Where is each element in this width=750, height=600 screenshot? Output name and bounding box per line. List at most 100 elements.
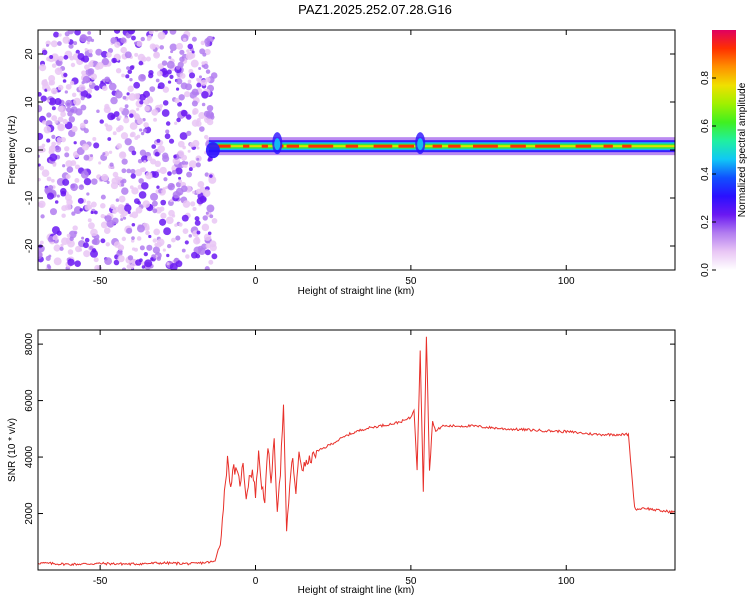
noise-blob	[67, 249, 74, 255]
noise-blob	[83, 177, 92, 186]
noise-blob	[129, 132, 134, 138]
noise-blob	[192, 190, 196, 194]
noise-blob	[54, 120, 58, 124]
y-tick-label: 20	[24, 48, 35, 60]
noise-blob	[86, 41, 90, 45]
noise-blob	[126, 92, 130, 96]
noise-blob	[61, 237, 69, 245]
noise-blob	[121, 73, 125, 78]
noise-blob	[91, 178, 98, 185]
noise-blob	[178, 179, 183, 184]
noise-blob	[84, 237, 90, 243]
noise-blob	[142, 200, 151, 208]
noise-blob	[190, 201, 196, 207]
noise-blob	[54, 67, 63, 75]
noise-blob	[121, 236, 127, 242]
noise-blob	[117, 204, 125, 211]
noise-blob	[206, 104, 214, 112]
signal-hot-segment	[261, 144, 268, 148]
noise-blob	[108, 81, 113, 85]
noise-blob	[87, 68, 95, 75]
noise-blob	[163, 177, 168, 182]
noise-blob	[185, 114, 192, 120]
noise-blob	[141, 182, 149, 190]
colorbar-ticks: 0.0 0.2 0.4 0.6 0.8	[700, 71, 716, 277]
noise-blob	[143, 160, 147, 164]
noise-blob	[175, 235, 181, 241]
noise-blob	[167, 243, 172, 249]
noise-blob	[100, 194, 106, 200]
noise-blob	[100, 213, 105, 219]
noise-blob	[122, 95, 127, 100]
noise-blob	[161, 109, 170, 117]
noise-blob	[119, 151, 126, 158]
noise-blob	[204, 172, 209, 177]
noise-blob	[161, 189, 165, 194]
noise-blob	[154, 151, 160, 157]
noise-blob	[84, 64, 90, 70]
noise-blob	[129, 113, 134, 118]
noise-blob	[51, 115, 58, 122]
noise-blob	[146, 96, 153, 103]
noise-blob	[46, 43, 50, 47]
noise-blob	[53, 244, 61, 252]
noise-blob	[180, 109, 188, 117]
noise-blob	[113, 241, 121, 248]
noise-blob	[136, 107, 140, 111]
noise-blob	[120, 180, 125, 184]
noise-blob	[62, 164, 66, 168]
noise-blob	[135, 206, 143, 214]
noise-blob	[52, 163, 57, 167]
signal-burst-core	[417, 138, 424, 151]
noise-blob	[145, 226, 150, 231]
noise-blob	[88, 222, 95, 230]
noise-blob	[71, 92, 77, 98]
noise-blob	[186, 130, 192, 136]
noise-blob	[65, 99, 73, 108]
noise-blob	[43, 125, 52, 134]
noise-blob	[117, 255, 125, 263]
noise-blob	[160, 199, 167, 206]
noise-blob	[175, 167, 183, 175]
noise-blob	[175, 65, 181, 70]
noise-blob	[186, 171, 193, 178]
noise-blob	[60, 136, 66, 143]
noise-blob	[135, 259, 142, 266]
noise-blob	[159, 45, 165, 50]
noise-blob	[138, 128, 143, 132]
noise-blob	[131, 211, 139, 219]
noise-blob	[46, 192, 55, 200]
noise-blob	[114, 90, 123, 99]
noise-blob	[73, 97, 81, 106]
noise-blob	[121, 267, 127, 270]
noise-blob	[109, 162, 114, 167]
noise-blob	[175, 260, 183, 268]
noise-blob	[201, 223, 210, 232]
noise-blob	[156, 256, 162, 261]
noise-blob	[168, 209, 175, 217]
noise-blob	[41, 169, 50, 178]
noise-blob	[179, 49, 185, 55]
noise-blob	[156, 70, 163, 77]
noise-blob	[92, 238, 100, 246]
noise-blob	[182, 37, 187, 42]
noise-blob	[165, 129, 170, 134]
noise-blob	[83, 168, 87, 172]
signal-hot-segment	[575, 144, 592, 148]
noise-blob	[127, 85, 134, 92]
noise-blob	[108, 82, 117, 91]
noise-blob	[166, 262, 170, 266]
noise-blob	[162, 100, 169, 106]
snr-panel: -50 0 50 100 2000 4000 6000 8000 Height of str…	[7, 329, 676, 596]
noise-blob	[81, 70, 87, 76]
noise-blob	[141, 56, 147, 62]
noise-blob	[193, 237, 201, 245]
noise-blob	[191, 119, 200, 127]
noise-blob	[184, 240, 189, 245]
snr-frame	[37, 329, 676, 571]
noise-blob	[134, 52, 139, 57]
noise-blob	[105, 124, 113, 132]
noise-blob	[187, 79, 192, 84]
noise-blob	[38, 163, 41, 167]
noise-blob	[138, 60, 144, 66]
